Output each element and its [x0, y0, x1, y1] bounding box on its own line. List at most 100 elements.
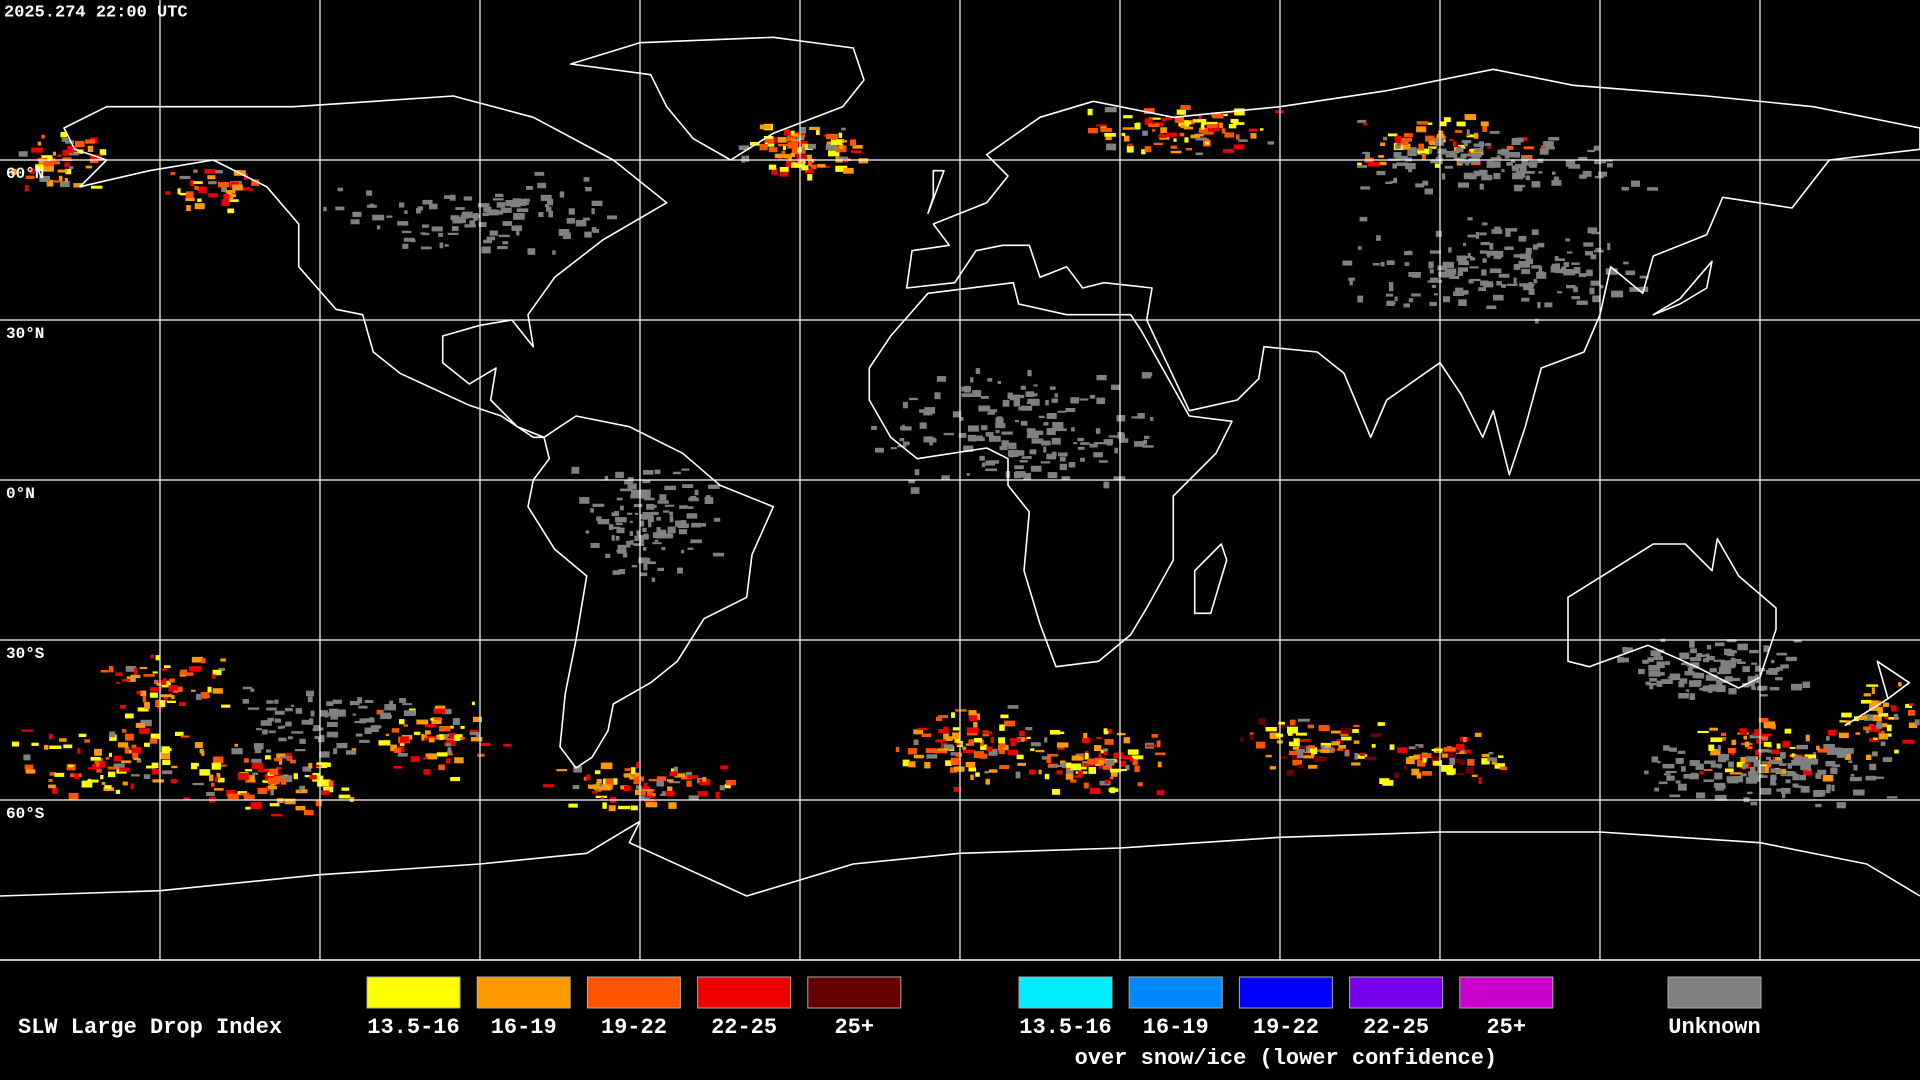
- cloud-pixel: [179, 175, 191, 180]
- cloud-pixel: [150, 654, 154, 659]
- cloud-pixel: [186, 205, 191, 212]
- cloud-pixel: [1457, 182, 1469, 188]
- cloud-pixel: [1585, 251, 1594, 256]
- cloud-pixel: [1460, 154, 1467, 159]
- cloud-pixel: [1888, 717, 1899, 720]
- cloud-pixel: [1882, 757, 1893, 762]
- cloud-pixel: [1728, 677, 1741, 682]
- cloud-pixel: [1521, 297, 1530, 302]
- cloud-pixel: [943, 733, 949, 740]
- cloud-pixel: [648, 778, 661, 782]
- cloud-pixel: [1403, 133, 1413, 137]
- cloud-pixel: [1501, 284, 1507, 288]
- cloud-pixel: [279, 758, 283, 765]
- cloud-pixel: [687, 547, 694, 550]
- cloud-pixel: [94, 748, 102, 756]
- cloud-pixel: [1379, 161, 1387, 166]
- legend: SLW Large Drop Index 13.5-16 16-19 19-22 22…: [18, 976, 1762, 1071]
- cloud-pixel: [600, 797, 604, 800]
- cloud-pixel: [900, 426, 912, 431]
- cloud-pixel: [1224, 132, 1235, 138]
- cloud-pixel: [919, 422, 927, 429]
- cloud-pixel: [1032, 430, 1044, 435]
- cloud-pixel: [907, 748, 917, 755]
- cloud-pixel: [60, 131, 67, 138]
- cloud-pixel: [926, 754, 938, 759]
- cloud-pixel: [1605, 268, 1618, 275]
- cloud-pixel: [1726, 776, 1738, 782]
- cloud-pixel: [985, 468, 997, 472]
- cloud-pixel: [1832, 764, 1841, 768]
- cloud-pixel: [39, 176, 50, 182]
- cloud-pixel: [1087, 127, 1098, 134]
- cloud-pixel: [1195, 152, 1203, 156]
- cloud-pixel: [800, 127, 806, 134]
- cloud-pixel: [1103, 481, 1110, 489]
- cloud-pixel: [337, 710, 346, 717]
- cloud-pixel: [824, 166, 830, 169]
- cloud-pixel: [253, 743, 264, 750]
- cloud-pixel: [801, 167, 809, 171]
- cloud-pixel: [180, 735, 190, 738]
- cloud-pixel: [445, 743, 452, 747]
- cloud-pixel: [1408, 166, 1412, 173]
- cloud-pixel: [1020, 385, 1026, 390]
- cloud-pixel: [952, 732, 961, 740]
- cloud-pixel: [1800, 786, 1810, 793]
- cloud-pixel: [940, 742, 947, 749]
- cloud-pixel: [1077, 437, 1084, 442]
- cloud-pixel: [477, 753, 485, 757]
- cloud-pixel: [1587, 149, 1596, 153]
- cloud-pixel: [635, 789, 642, 795]
- cloud-pixel: [1618, 657, 1629, 663]
- cloud-pixel: [155, 655, 160, 661]
- cloud-pixel: [1525, 258, 1533, 265]
- cloud-pixel: [323, 206, 327, 212]
- cloud-pixel: [1000, 714, 1009, 719]
- cloud-pixel: [1309, 747, 1318, 755]
- cloud-pixel: [652, 542, 662, 545]
- cloud-pixel: [174, 686, 183, 692]
- cloud-pixel: [646, 503, 655, 510]
- cloud-pixel: [1155, 752, 1166, 756]
- cloud-pixel: [429, 203, 438, 210]
- cloud-pixel: [1795, 785, 1803, 788]
- cloud-pixel: [269, 768, 279, 775]
- cloud-pixel: [403, 724, 409, 727]
- cloud-pixel: [221, 185, 227, 193]
- cloud-pixel: [67, 145, 78, 153]
- cloud-pixel: [1464, 749, 1471, 754]
- cloud-pixel: [1122, 127, 1135, 130]
- cloud-pixel: [858, 158, 869, 164]
- cloud-pixel: [930, 437, 937, 443]
- cloud-pixel: [1116, 732, 1126, 736]
- cloud-pixel: [688, 795, 699, 801]
- cloud-pixel: [1807, 764, 1811, 771]
- cloud-pixel: [149, 738, 158, 744]
- cloud-pixel: [291, 731, 304, 734]
- cloud-pixel: [1638, 668, 1645, 675]
- cloud-pixel: [966, 473, 970, 476]
- cloud-pixel: [1583, 242, 1594, 247]
- cloud-pixel: [1127, 749, 1139, 755]
- cloud-pixel: [1176, 109, 1186, 115]
- cloud-pixel: [1751, 662, 1758, 665]
- cloud-pixel: [489, 230, 498, 236]
- cloud-pixel: [1538, 266, 1543, 273]
- cloud-pixel: [179, 192, 190, 196]
- cloud-pixel: [1035, 749, 1045, 753]
- cloud-pixel: [1099, 397, 1106, 404]
- cloud-pixel: [955, 738, 961, 743]
- cloud-pixel: [199, 748, 204, 754]
- cloud-pixel: [416, 719, 429, 725]
- cloud-pixel: [1716, 682, 1723, 686]
- cloud-pixel: [613, 778, 618, 785]
- cloud-pixel: [643, 563, 648, 571]
- cloud-pixel: [454, 757, 464, 764]
- cloud-pixel: [1653, 672, 1665, 676]
- cloud-pixel: [979, 455, 985, 461]
- cloud-pixel: [133, 757, 140, 761]
- cloud-pixel: [1683, 774, 1691, 779]
- cloud-pixel: [838, 132, 843, 138]
- cloud-pixel: [217, 777, 225, 783]
